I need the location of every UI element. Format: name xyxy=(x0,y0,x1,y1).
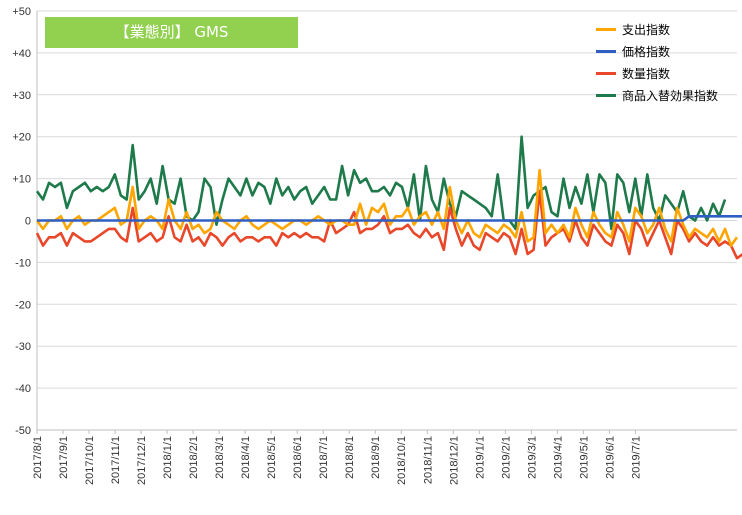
series-price-line xyxy=(37,215,742,222)
legend-swatch-quantity xyxy=(596,71,616,75)
series-spending-line xyxy=(35,168,739,247)
y-tick-label: 0 xyxy=(25,216,31,228)
y-tick-label: -50 xyxy=(15,425,31,437)
series-replacement-line xyxy=(35,135,727,231)
x-tick-label: 2019/5/1 xyxy=(578,436,590,479)
x-tick-label: 2019/2/1 xyxy=(500,436,512,479)
x-tick-label: 2018/4/1 xyxy=(240,436,252,479)
x-tick-label: 2017/12/1 xyxy=(136,436,148,485)
y-tick-label: -30 xyxy=(15,341,31,353)
x-tick-label: 2018/8/1 xyxy=(344,436,356,479)
y-tick-label: -40 xyxy=(15,383,31,395)
x-tick-label: 2018/1/1 xyxy=(162,436,174,479)
x-tick-label: 2018/11/1 xyxy=(422,436,434,484)
legend-label-price: 価格指数 xyxy=(622,44,671,59)
x-tick-label: 2019/4/1 xyxy=(552,436,564,479)
y-tick-label: -20 xyxy=(15,299,31,311)
x-tick-label: 2018/9/1 xyxy=(370,436,382,479)
legend-label-replacement: 商品入替効果指数 xyxy=(622,88,719,103)
y-tick-label: +30 xyxy=(12,90,31,102)
legend-item-price: 価格指数 xyxy=(596,40,718,62)
y-tick-label: +10 xyxy=(12,174,31,186)
legend-swatch-replacement xyxy=(596,93,616,97)
x-tick-label: 2018/2/1 xyxy=(188,436,200,479)
x-tick-label: 2019/7/1 xyxy=(630,436,642,479)
x-tick-label: 2017/8/1 xyxy=(32,436,44,479)
x-tick-label: 2018/6/1 xyxy=(292,436,304,479)
x-tick-label: 2017/9/1 xyxy=(58,436,70,479)
x-tick-label: 2018/12/1 xyxy=(448,436,460,485)
chart-title: 【業態別】 GMS xyxy=(45,17,298,48)
legend-label-quantity: 数量指数 xyxy=(622,66,671,81)
x-tick-label: 2018/5/1 xyxy=(266,436,278,479)
legend-item-replacement: 商品入替効果指数 xyxy=(596,84,718,106)
legend-item-spending: 支出指数 xyxy=(596,18,718,40)
series-lines xyxy=(35,135,742,260)
y-tick-label: +50 xyxy=(12,6,31,18)
x-tick-label: 2019/1/1 xyxy=(474,436,486,479)
x-tick-labels: 2017/8/1 2017/9/1 2017/10/1 2017/11/1 2017/1… xyxy=(32,436,642,485)
legend-swatch-price xyxy=(596,49,616,53)
x-tick-label: 2018/3/1 xyxy=(214,436,226,479)
x-tick-label: 2019/6/1 xyxy=(604,436,616,479)
x-tick-label: 2018/10/1 xyxy=(396,436,408,485)
y-tick-labels: +50 +40 +30 +20 +10 0 -10 -20 -30 -40 -50 xyxy=(12,6,31,437)
legend-swatch-spending xyxy=(596,27,616,31)
y-tick-label: +40 xyxy=(12,48,31,60)
legend-label-spending: 支出指数 xyxy=(622,22,671,37)
x-tick-label: 2017/10/1 xyxy=(84,436,96,485)
x-tick-label: 2018/7/1 xyxy=(318,436,330,479)
x-tick-label: 2019/3/1 xyxy=(526,436,538,479)
series-quantity-line xyxy=(35,189,742,260)
y-tick-label: -10 xyxy=(15,257,31,269)
legend: 支出指数 価格指数 数量指数 商品入替効果指数 xyxy=(596,18,718,106)
legend-item-quantity: 数量指数 xyxy=(596,62,718,84)
x-tick-label: 2017/11/1 xyxy=(110,436,122,484)
y-tick-label: +20 xyxy=(12,132,31,144)
